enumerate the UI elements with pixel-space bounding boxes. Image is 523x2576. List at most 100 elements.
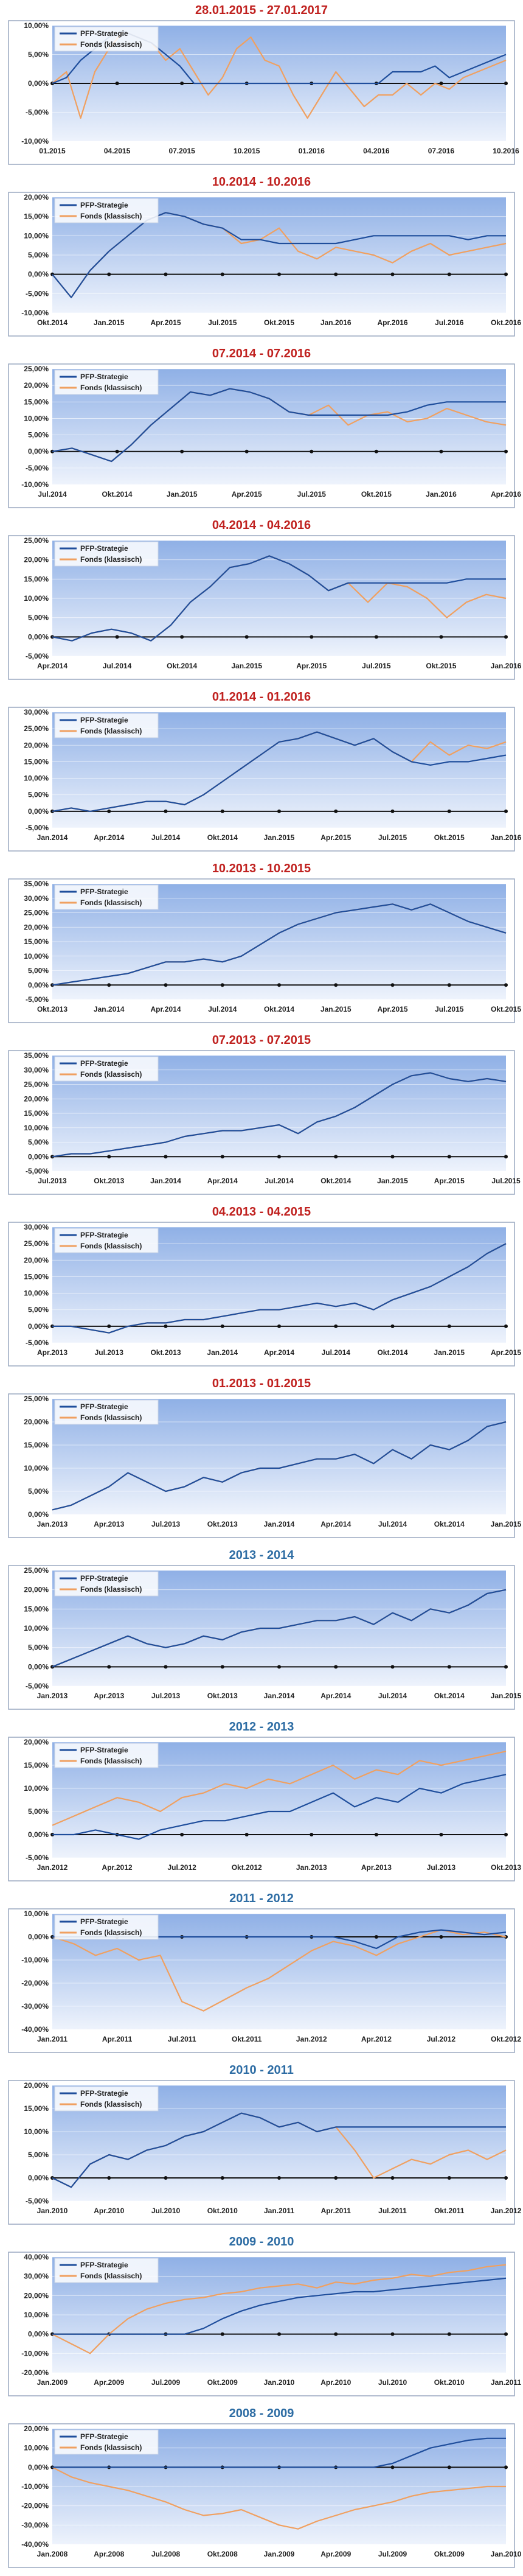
y-tick-label: 5,00% <box>28 967 49 975</box>
chart-title: 2009 - 2010 <box>229 2235 294 2249</box>
x-tick-label: Jan.2015 <box>491 1520 522 1528</box>
legend-label-strategy: PFP-Strategie <box>80 2261 128 2269</box>
x-tick-label: Jul.2013 <box>38 1177 67 1185</box>
x-tick-label: Apr.2010 <box>94 2207 124 2215</box>
y-tick-label: 10,00% <box>24 2444 49 2452</box>
y-tick-label: 0,00% <box>28 1322 49 1331</box>
legend-label-fonds: Fonds (klassisch) <box>80 2443 142 2452</box>
axis-marker <box>447 809 451 813</box>
axis-marker <box>107 983 111 987</box>
y-tick-label: 0,00% <box>28 1510 49 1519</box>
series-line-fonds-klassisch <box>52 1751 507 1826</box>
chart-title: 2011 - 2012 <box>229 1892 294 1905</box>
axis-marker <box>390 2332 395 2336</box>
x-tick-label: Apr.2014 <box>150 1005 181 1013</box>
y-tick-label: 10,00% <box>24 774 49 783</box>
x-tick-label: Apr.2016 <box>377 318 407 327</box>
axis-marker <box>447 2332 451 2336</box>
x-tick-label: Okt.2011 <box>232 2035 262 2043</box>
x-tick-label: Jul.2015 <box>208 318 237 327</box>
axis-marker <box>439 449 443 453</box>
y-tick-label: 25,00% <box>24 1566 49 1575</box>
legend-label-strategy: PFP-Strategie <box>80 2432 128 2441</box>
y-tick-label: 15,00% <box>24 212 49 221</box>
legend: PFP-Strategie Fonds (klassisch) <box>54 1743 159 1768</box>
y-tick-label: 10,00% <box>24 1784 49 1793</box>
axis-marker <box>164 1155 168 1159</box>
y-tick-label: 20,00% <box>24 1586 49 1594</box>
axis-marker <box>447 2465 451 2469</box>
series-line-pfp-strategie <box>52 1421 507 1511</box>
y-tick-label: 0,00% <box>28 2330 49 2339</box>
x-tick-label: 10.2015 <box>234 147 260 155</box>
axis-marker <box>220 983 224 987</box>
y-tick-label: 5,00% <box>28 1807 49 1816</box>
x-tick-label: Apr.2011 <box>321 2207 352 2215</box>
y-tick-label: 30,00% <box>24 2272 49 2281</box>
y-tick-label: -5,00% <box>26 1167 49 1175</box>
y-tick-label: -5,00% <box>26 464 49 472</box>
axis-marker <box>220 1155 224 1159</box>
axis-marker <box>107 1155 111 1159</box>
x-tick-label: Apr.2009 <box>320 2550 351 2558</box>
series-line-pfp-strategie <box>52 212 506 298</box>
x-tick-label: Apr.2015 <box>150 318 181 327</box>
y-tick-label: -5,00% <box>26 824 49 832</box>
axis-marker <box>277 809 281 813</box>
x-tick-label: Okt.2013 <box>491 1863 521 1872</box>
legend-label-strategy: PFP-Strategie <box>80 544 128 553</box>
x-tick-label: Okt.2014 <box>434 1520 465 1528</box>
y-tick-label: 15,00% <box>24 937 49 946</box>
y-tick-label: -40,00% <box>21 2540 49 2549</box>
axis-marker <box>277 1155 281 1159</box>
y-tick-label: 5,00% <box>28 1487 49 1496</box>
x-tick-label: Apr.2013 <box>37 1348 68 1357</box>
legend-label-strategy: PFP-Strategie <box>80 1574 128 1583</box>
axis-marker <box>390 2176 395 2180</box>
axis-marker <box>277 1324 281 1328</box>
legend-label-strategy: PFP-Strategie <box>80 201 128 209</box>
x-tick-label: Okt.2013 <box>207 1520 238 1528</box>
x-tick-label: Apr.2014 <box>37 662 68 670</box>
x-tick-label: Jan.2015 <box>434 1348 465 1357</box>
series-line-fonds-klassisch <box>52 2264 507 2354</box>
y-tick-label: 30,00% <box>24 894 49 903</box>
x-tick-label: Jul.2013 <box>427 1863 456 1872</box>
x-tick-label: Jul.2010 <box>378 2378 407 2387</box>
axis-marker <box>374 1935 378 1939</box>
legend-label-fonds: Fonds (klassisch) <box>80 212 142 220</box>
y-tick-label: -5,00% <box>26 1853 49 1862</box>
axis-marker <box>220 2332 224 2336</box>
y-tick-label: 5,00% <box>28 2151 49 2159</box>
axis-marker <box>277 1665 281 1669</box>
x-tick-label: Jul.2014 <box>38 490 67 499</box>
y-tick-label: 20,00% <box>24 1738 49 1746</box>
y-tick-label: 0,00% <box>28 2174 49 2182</box>
axis-marker <box>244 449 249 453</box>
y-tick-label: 15,00% <box>24 1605 49 1613</box>
y-tick-label: 20,00% <box>24 381 49 390</box>
legend-label-fonds: Fonds (klassisch) <box>80 555 142 564</box>
x-tick-label: Jul.2011 <box>168 2035 196 2043</box>
axis-marker <box>334 272 338 276</box>
axis-marker <box>374 635 378 639</box>
chart-title: 2008 - 2009 <box>229 2407 294 2420</box>
legend-label-fonds: Fonds (klassisch) <box>80 2272 142 2280</box>
line-chart: 25,00% 20,00% 15,00% 10,00% 5,00% 0,00% -5,00%… <box>8 363 521 508</box>
y-tick-label: 15,00% <box>24 1109 49 1118</box>
y-tick-label: 15,00% <box>24 757 49 766</box>
x-tick-label: Jul.2013 <box>151 1520 181 1528</box>
x-tick-label: Apr.2008 <box>94 2550 124 2558</box>
axis-marker <box>504 272 508 276</box>
x-tick-label: 01.2015 <box>39 147 66 155</box>
legend: PFP-Strategie Fonds (klassisch) <box>54 369 159 395</box>
y-tick-label: -10,00% <box>21 2349 49 2357</box>
y-tick-label: 25,00% <box>24 1239 49 1248</box>
x-tick-label: Jan.2009 <box>37 2378 68 2387</box>
legend-label-strategy: PFP-Strategie <box>80 2089 128 2098</box>
axis-marker <box>164 272 168 276</box>
legend-label-fonds: Fonds (klassisch) <box>80 1413 142 1422</box>
axis-marker <box>164 983 168 987</box>
x-tick-label: Jul.2009 <box>151 2378 181 2387</box>
y-tick-label: 15,00% <box>24 2104 49 2113</box>
